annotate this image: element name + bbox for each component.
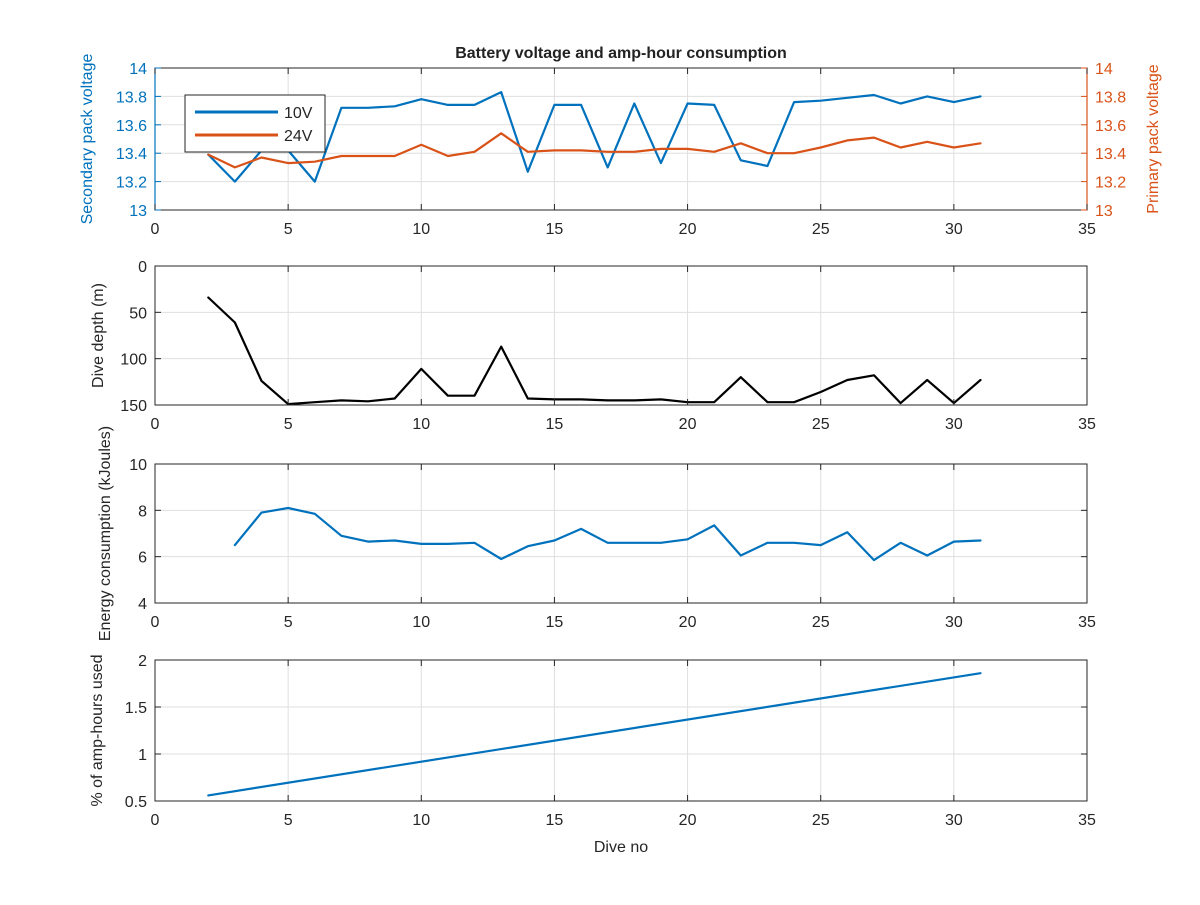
y-tick-label-right: 13.2 (1095, 175, 1126, 192)
y-axis-label: % of amp-hours used (89, 654, 106, 806)
x-tick-label: 0 (151, 614, 160, 631)
x-tick-label: 15 (546, 221, 564, 238)
axes-box (154, 659, 1088, 802)
y-axis-label: Secondary pack voltage (79, 54, 96, 225)
x-tick-label: 10 (412, 416, 430, 433)
x-tick-label: 15 (546, 614, 564, 631)
y-tick-label-right: 13 (1095, 203, 1113, 220)
x-tick-label: 5 (284, 812, 293, 829)
x-tick-label: 20 (679, 812, 697, 829)
x-tick-label: 35 (1078, 614, 1096, 631)
axes-panel-3: 0 5 10 15 20 25 30 35 4 6 8 10 Energy consumption (k… (97, 426, 1096, 641)
x-tick-label: 30 (945, 812, 963, 829)
chart-title: Battery voltage and amp-hour consumption (455, 45, 787, 62)
series-line-1 (207, 672, 982, 797)
x-tick-label: 15 (546, 812, 564, 829)
x-tick-label: 5 (284, 416, 293, 433)
y-tick-label: 150 (120, 398, 147, 415)
series-line-1 (207, 296, 982, 406)
series-line-1 (233, 506, 982, 562)
y-tick-label: 1 (138, 747, 147, 764)
legend-label-10v: 10V (284, 105, 313, 122)
plot-area (155, 266, 1087, 405)
axes-panel-4: 0 5 10 15 20 25 30 35 0.5 1 1.5 2 % of amp-hours use… (89, 653, 1096, 856)
x-tick-label: 35 (1078, 221, 1096, 238)
y-tick-label: 13.4 (116, 146, 147, 163)
x-tick-label: 10 (412, 614, 430, 631)
x-tick-label: 15 (546, 416, 564, 433)
y-tick-label: 1.5 (125, 700, 147, 717)
x-tick-label: 25 (812, 812, 830, 829)
axes-panel-2: 0 5 10 15 20 25 30 35 0 50 100 150 Dive depth (m) (90, 259, 1096, 433)
x-tick-label: 0 (151, 416, 160, 433)
y-tick-label: 13 (129, 203, 147, 220)
plot-area (155, 464, 1087, 603)
y-tick-label: 13.8 (116, 89, 147, 106)
series-line-24v (207, 132, 982, 169)
x-tick-label: 30 (945, 416, 963, 433)
x-tick-label: 10 (412, 221, 430, 238)
y-tick-label-right: 13.4 (1095, 146, 1126, 163)
x-tick-label: 0 (151, 221, 160, 238)
x-axis-label: Dive no (594, 839, 648, 856)
y-axis-label-right: Primary pack voltage (1145, 64, 1162, 213)
series-line-10v (207, 90, 982, 183)
y-tick-label: 13.2 (116, 175, 147, 192)
y-tick-label: 6 (138, 550, 147, 567)
axes-panel-1: 0 5 10 15 20 25 30 351313.213.413.613.8141313.2… (79, 45, 1162, 238)
y-tick-label: 100 (120, 352, 147, 369)
x-tick-label: 30 (945, 614, 963, 631)
x-tick-label: 0 (151, 812, 160, 829)
x-tick-label: 10 (412, 812, 430, 829)
x-tick-label: 20 (679, 221, 697, 238)
x-tick-label: 20 (679, 416, 697, 433)
axes-box (154, 265, 1088, 406)
x-tick-label: 30 (945, 221, 963, 238)
y-axis-label: Energy consumption (kJoules) (97, 426, 114, 641)
x-tick-label: 35 (1078, 416, 1096, 433)
axes-box (154, 463, 1088, 604)
y-tick-label-right: 14 (1095, 61, 1113, 78)
y-tick-label: 8 (138, 503, 147, 520)
x-tick-label: 25 (812, 614, 830, 631)
y-tick-label: 50 (129, 305, 147, 322)
y-tick-label: 0.5 (125, 794, 147, 811)
legend-box (184, 94, 326, 153)
x-tick-label: 20 (679, 614, 697, 631)
y-tick-label-right: 13.8 (1095, 89, 1126, 106)
x-tick-label: 25 (812, 416, 830, 433)
y-tick-label: 2 (138, 653, 147, 670)
y-tick-label-right: 13.6 (1095, 118, 1126, 135)
y-tick-label: 4 (138, 596, 147, 613)
y-tick-label: 10 (129, 457, 147, 474)
y-axis-label: Dive depth (m) (90, 283, 107, 388)
legend-label-24v: 24V (284, 128, 313, 145)
x-tick-label: 5 (284, 614, 293, 631)
y-tick-label: 0 (138, 259, 147, 276)
x-tick-label: 5 (284, 221, 293, 238)
y-tick-label: 13.6 (116, 118, 147, 135)
x-tick-label: 35 (1078, 812, 1096, 829)
x-tick-label: 25 (812, 221, 830, 238)
y-tick-label: 14 (129, 61, 147, 78)
